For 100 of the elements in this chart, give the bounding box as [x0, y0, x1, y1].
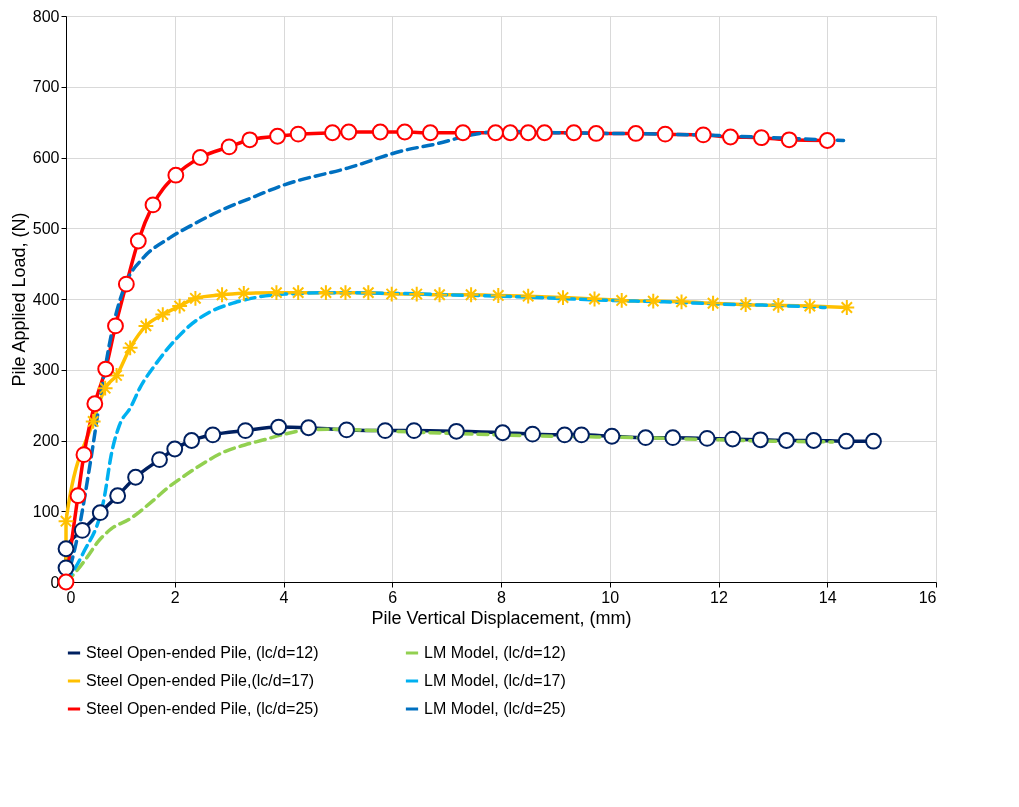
- point: [237, 422, 254, 439]
- point: [383, 285, 401, 303]
- point: [753, 129, 770, 147]
- point: [644, 292, 662, 310]
- legend-label: Steel Open-ended Pile, (lc/d=12): [86, 644, 319, 661]
- point: [421, 124, 439, 142]
- point: [673, 293, 690, 311]
- point: [554, 289, 572, 306]
- point: [137, 317, 155, 335]
- legend-label: LM Model, (lc/d=25): [424, 700, 566, 717]
- point: [359, 284, 377, 302]
- legend-label: Steel Open-ended Pile,(lc/d=17): [86, 672, 315, 689]
- point: [837, 432, 855, 450]
- point: [144, 196, 162, 214]
- point: [524, 425, 541, 443]
- point: [171, 297, 189, 315]
- point: [805, 432, 823, 449]
- y-tick-label: 500: [32, 219, 60, 237]
- x-tick-label: 14: [818, 588, 837, 606]
- y-tick-label: 800: [32, 7, 60, 25]
- point: [865, 432, 882, 450]
- point: [737, 296, 755, 314]
- point: [91, 504, 109, 522]
- point: [448, 422, 465, 440]
- point: [494, 424, 512, 442]
- point: [129, 232, 147, 250]
- point: [519, 287, 537, 305]
- point: [573, 426, 590, 444]
- point: [556, 426, 574, 444]
- point: [268, 284, 285, 302]
- x-tick-label: 0: [66, 588, 76, 606]
- point: [613, 292, 631, 309]
- legend-label: LM Model, (lc/d=17): [424, 672, 566, 689]
- point: [109, 487, 127, 505]
- legend-label: LM Model, (lc/d=12): [424, 644, 566, 661]
- point: [96, 379, 114, 397]
- point: [84, 412, 102, 430]
- point: [191, 149, 209, 166]
- legend-label: Steel Open-ended Pile, (lc/d=25): [86, 700, 319, 717]
- point: [183, 432, 201, 449]
- point: [338, 421, 355, 439]
- x-tick-label: 6: [388, 588, 398, 606]
- point: [57, 540, 75, 558]
- y-tick-label: 400: [32, 290, 60, 308]
- point: [167, 166, 185, 184]
- point: [769, 296, 787, 314]
- point: [241, 131, 259, 149]
- point: [778, 432, 795, 449]
- y-tick-label: 300: [32, 361, 60, 379]
- point: [107, 317, 124, 335]
- x-tick-label: 4: [279, 588, 289, 606]
- point: [603, 427, 621, 445]
- point: [269, 127, 286, 145]
- point: [187, 289, 204, 307]
- point: [565, 124, 583, 142]
- point: [117, 275, 135, 293]
- point: [151, 451, 168, 468]
- point: [97, 360, 115, 378]
- point: [121, 339, 139, 357]
- point: [108, 366, 125, 384]
- point: [166, 440, 184, 458]
- point: [154, 306, 172, 323]
- point: [371, 123, 389, 141]
- point: [637, 429, 655, 447]
- point: [396, 123, 414, 141]
- x-axis-title: Pile Vertical Displacement, (mm): [371, 607, 632, 628]
- point: [586, 290, 603, 308]
- y-tick-label: 100: [32, 502, 60, 520]
- y-tick-label: 200: [32, 432, 60, 449]
- point: [300, 419, 317, 437]
- point: [519, 124, 537, 142]
- point: [204, 426, 222, 444]
- point: [536, 124, 553, 142]
- point: [818, 132, 836, 149]
- point: [431, 286, 448, 304]
- point: [722, 128, 739, 146]
- point: [289, 284, 307, 302]
- x-tick-label: 2: [170, 588, 180, 606]
- point: [587, 125, 605, 142]
- y-axis-title: Pile Applied Load, (N): [8, 212, 29, 387]
- point: [317, 284, 335, 302]
- point: [664, 429, 682, 447]
- point: [213, 286, 231, 304]
- point: [337, 284, 354, 302]
- x-tick-label: 12: [710, 588, 728, 606]
- point: [501, 124, 519, 142]
- x-tick-label: 10: [601, 588, 620, 606]
- point: [780, 131, 798, 149]
- point: [487, 124, 504, 142]
- point: [220, 138, 238, 156]
- x-tick-label: 16: [918, 588, 937, 606]
- point: [324, 124, 341, 142]
- point: [454, 124, 472, 142]
- point: [405, 422, 423, 439]
- point: [462, 286, 480, 304]
- point: [698, 429, 716, 447]
- point: [73, 521, 91, 539]
- point: [127, 468, 145, 486]
- point: [751, 431, 769, 449]
- point: [724, 430, 742, 448]
